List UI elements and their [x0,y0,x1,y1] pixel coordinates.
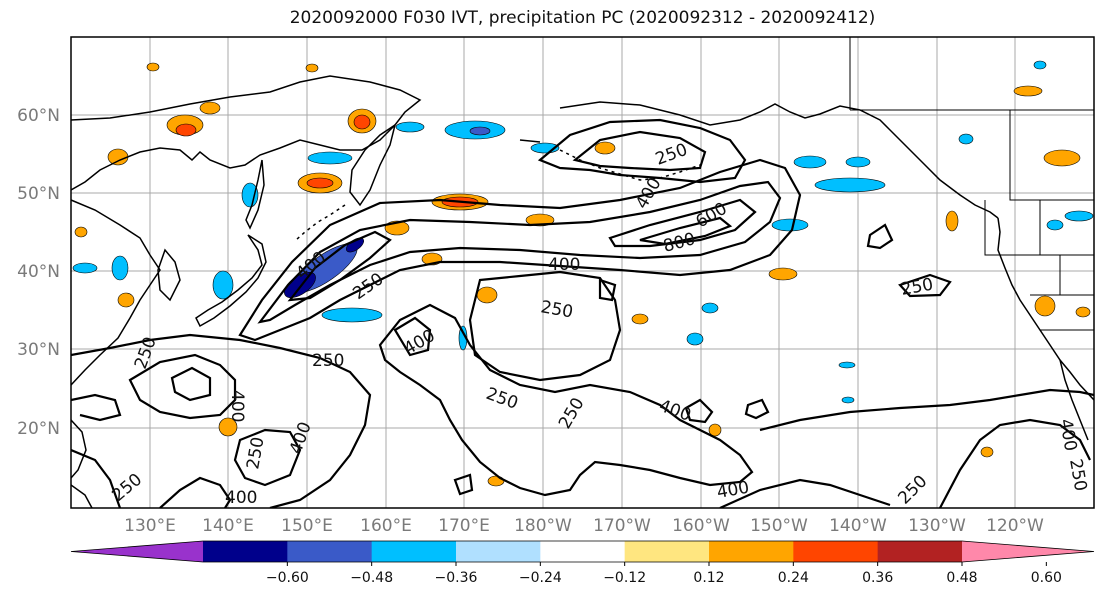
precip-negative-areas [72,60,1094,404]
lon-label: 160°W [672,516,730,536]
colorbar-outline [70,540,1095,563]
lon-label: 150°E [281,516,333,536]
colorbar: −0.60 −0.48 −0.36 −0.24 −0.12 0.12 0.24 0.36 0.4… [70,540,1095,586]
ivt-contours [71,118,1094,508]
political-borders [849,37,1094,331]
lon-label: 160°E [360,516,412,536]
coastlines [71,75,1094,508]
colorbar-tick-label: 0.48 [946,570,977,586]
contour-label: 250 [312,351,344,371]
map-frame [70,36,1095,509]
contour-label: 400 [227,390,247,422]
lon-label: 180°W [514,516,572,536]
lat-label-30n: 30°N [17,340,60,360]
colorbar-segment [287,541,373,562]
lat-label-50n: 50°N [17,184,60,204]
colorbar-tick-label: 0.60 [1031,570,1062,586]
lat-label-40n: 40°N [17,262,60,282]
latitude-axis: 60°N 50°N 40°N 30°N 20°N [17,106,60,439]
precip-positive-areas [74,62,1091,487]
colorbar-segment [793,541,879,562]
lon-label: 150°W [750,516,808,536]
lon-label: 130°E [124,516,176,536]
colorbar-extend-low [71,541,203,562]
colorbar-tick-label: 0.24 [778,570,809,586]
colorbar-segment [624,541,710,562]
longitude-axis: 130°E 140°E 150°E 160°E 170°E 180°W 170°… [124,516,1044,536]
colorbar-segment [709,541,794,562]
colorbar-tick-label: −0.48 [350,570,393,586]
colorbar-tick-label: −0.12 [603,570,646,586]
contour-label: 400 [548,255,580,275]
colorbar-segment [540,541,626,562]
contour-label: 400 [225,488,257,508]
lon-label: 170°W [593,516,651,536]
lat-label-60n: 60°N [17,106,60,126]
colorbar-tick-label: 0.36 [862,570,893,586]
colorbar-segment [203,541,288,562]
colorbar-tick-label: 0.12 [693,570,724,586]
colorbar-segment [371,541,457,562]
colorbar-extend-high [962,541,1094,562]
colorbar-tick-label: −0.60 [266,570,309,586]
lon-label: 140°W [829,516,887,536]
colorbar-tick-label: −0.36 [435,570,478,586]
map-title: 2020092000 F030 IVT, precipitation PC (2… [289,8,876,28]
lon-label: 130°W [908,516,966,536]
lon-label: 120°W [986,516,1044,536]
colorbar-tick-label: −0.24 [519,570,562,586]
lat-label-20n: 20°N [17,419,60,439]
colorbar-segment [456,541,541,562]
lon-label: 140°E [202,516,254,536]
colorbar-segment [877,541,963,562]
lon-label: 170°E [438,516,490,536]
